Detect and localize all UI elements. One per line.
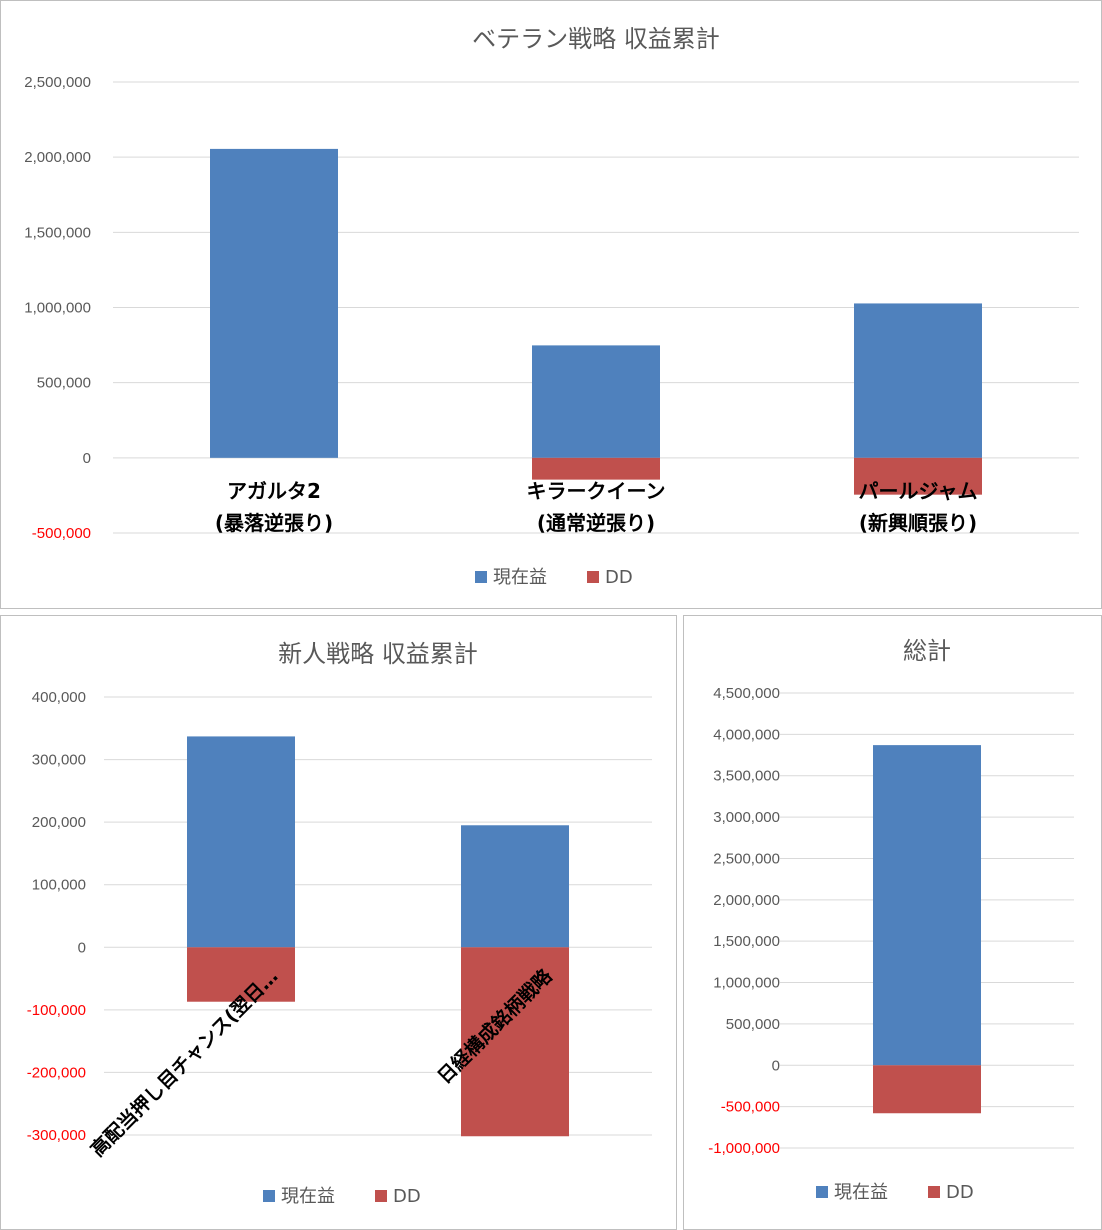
- dd-bar: [873, 1065, 981, 1114]
- y-tick-label: 4,500,000: [713, 685, 780, 702]
- legend: 現在益 DD: [475, 567, 633, 588]
- legend-swatch-dd: [928, 1186, 940, 1198]
- y-tick-label: 2,000,000: [24, 149, 91, 166]
- y-tick-label: 1,000,000: [713, 975, 780, 992]
- y-tick-label: 1,500,000: [713, 933, 780, 950]
- current-profit-bar: [873, 745, 981, 1066]
- chart-title: 総計: [903, 637, 951, 665]
- category-sublabel: (新興順張り): [859, 511, 977, 535]
- y-tick-label: -1,000,000: [708, 1140, 780, 1157]
- category-label: キラークイーン: [527, 479, 666, 503]
- legend-label-current-profit: 現在益: [834, 1182, 888, 1203]
- dd-bar: [532, 457, 660, 480]
- y-tick-label: 2,500,000: [713, 850, 780, 867]
- y-tick-label: 100,000: [32, 877, 86, 894]
- legend-label-current-profit: 現在益: [281, 1186, 335, 1207]
- legend-swatch-current-profit: [263, 1190, 275, 1202]
- y-tick-label: 4,000,000: [713, 726, 780, 743]
- y-tick-label: 500,000: [37, 375, 91, 392]
- category-label: アガルタ2: [227, 479, 321, 503]
- current-profit-bar: [187, 736, 295, 948]
- y-tick-label: 0: [83, 450, 91, 467]
- y-tick-label: 0: [78, 939, 86, 956]
- y-tick-label: -500,000: [32, 525, 91, 542]
- category-label: パールジャム: [859, 479, 978, 503]
- legend: 現在益 DD: [816, 1182, 974, 1203]
- y-tick-label: 3,500,000: [713, 768, 780, 785]
- current-profit-bar: [854, 303, 982, 458]
- legend: 現在益 DD: [263, 1186, 421, 1207]
- veteran-chart-svg: ベテラン戦略 収益累計 -500,000 0 500,000 1,000,000 1,50…: [24, 25, 1079, 588]
- y-tick-label: 0: [772, 1057, 780, 1074]
- legend-label-dd: DD: [393, 1186, 421, 1207]
- rookie-strategy-chart: 新人戦略 収益累計 -300,000 -200,000 -100,000 0 100,00…: [0, 615, 677, 1230]
- chart-title: ベテラン戦略 収益累計: [472, 25, 720, 53]
- y-tick-label: 2,000,000: [713, 892, 780, 909]
- y-tick-label: -300,000: [27, 1127, 86, 1144]
- y-tick-label: 300,000: [32, 752, 86, 769]
- legend-swatch-current-profit: [475, 571, 487, 583]
- current-profit-bar: [461, 825, 569, 948]
- y-tick-label: 2,500,000: [24, 74, 91, 91]
- category-sublabel: (暴落逆張り): [215, 511, 333, 535]
- legend-swatch-dd: [587, 571, 599, 583]
- legend-swatch-dd: [375, 1190, 387, 1202]
- legend-swatch-current-profit: [816, 1186, 828, 1198]
- total-chart: 総計 -1,000,000 -500,000 0 500,000 1,000,000 1,5…: [683, 615, 1102, 1230]
- total-chart-svg: 総計 -1,000,000 -500,000 0 500,000 1,000,000 1,5…: [708, 637, 1074, 1203]
- legend-label-current-profit: 現在益: [493, 567, 547, 588]
- category-sublabel: (通常逆張り): [537, 511, 655, 535]
- dd-bar: [461, 947, 569, 1137]
- chart-title: 新人戦略 収益累計: [278, 640, 478, 668]
- y-tick-label: 500,000: [726, 1016, 780, 1033]
- dd-bar: [187, 947, 295, 1002]
- legend-label-dd: DD: [946, 1182, 974, 1203]
- current-profit-bar: [532, 345, 660, 458]
- y-tick-label: 1,000,000: [24, 300, 91, 317]
- y-tick-label: 400,000: [32, 689, 86, 706]
- y-tick-label: 200,000: [32, 814, 86, 831]
- dd-bar: [854, 457, 982, 495]
- veteran-strategy-chart: ベテラン戦略 収益累計 -500,000 0 500,000 1,000,000 1,50…: [0, 0, 1102, 609]
- y-tick-label: -500,000: [721, 1099, 780, 1116]
- y-tick-label: 1,500,000: [24, 224, 91, 241]
- y-tick-label: -100,000: [27, 1002, 86, 1019]
- y-tick-label: 3,000,000: [713, 809, 780, 826]
- legend-label-dd: DD: [605, 567, 633, 588]
- current-profit-bar: [210, 148, 338, 458]
- rookie-chart-svg: 新人戦略 収益累計 -300,000 -200,000 -100,000 0 100,00…: [27, 640, 652, 1207]
- category-label: 高配当押し目チャンス(翌日…: [86, 965, 283, 1162]
- y-tick-label: -200,000: [27, 1064, 86, 1081]
